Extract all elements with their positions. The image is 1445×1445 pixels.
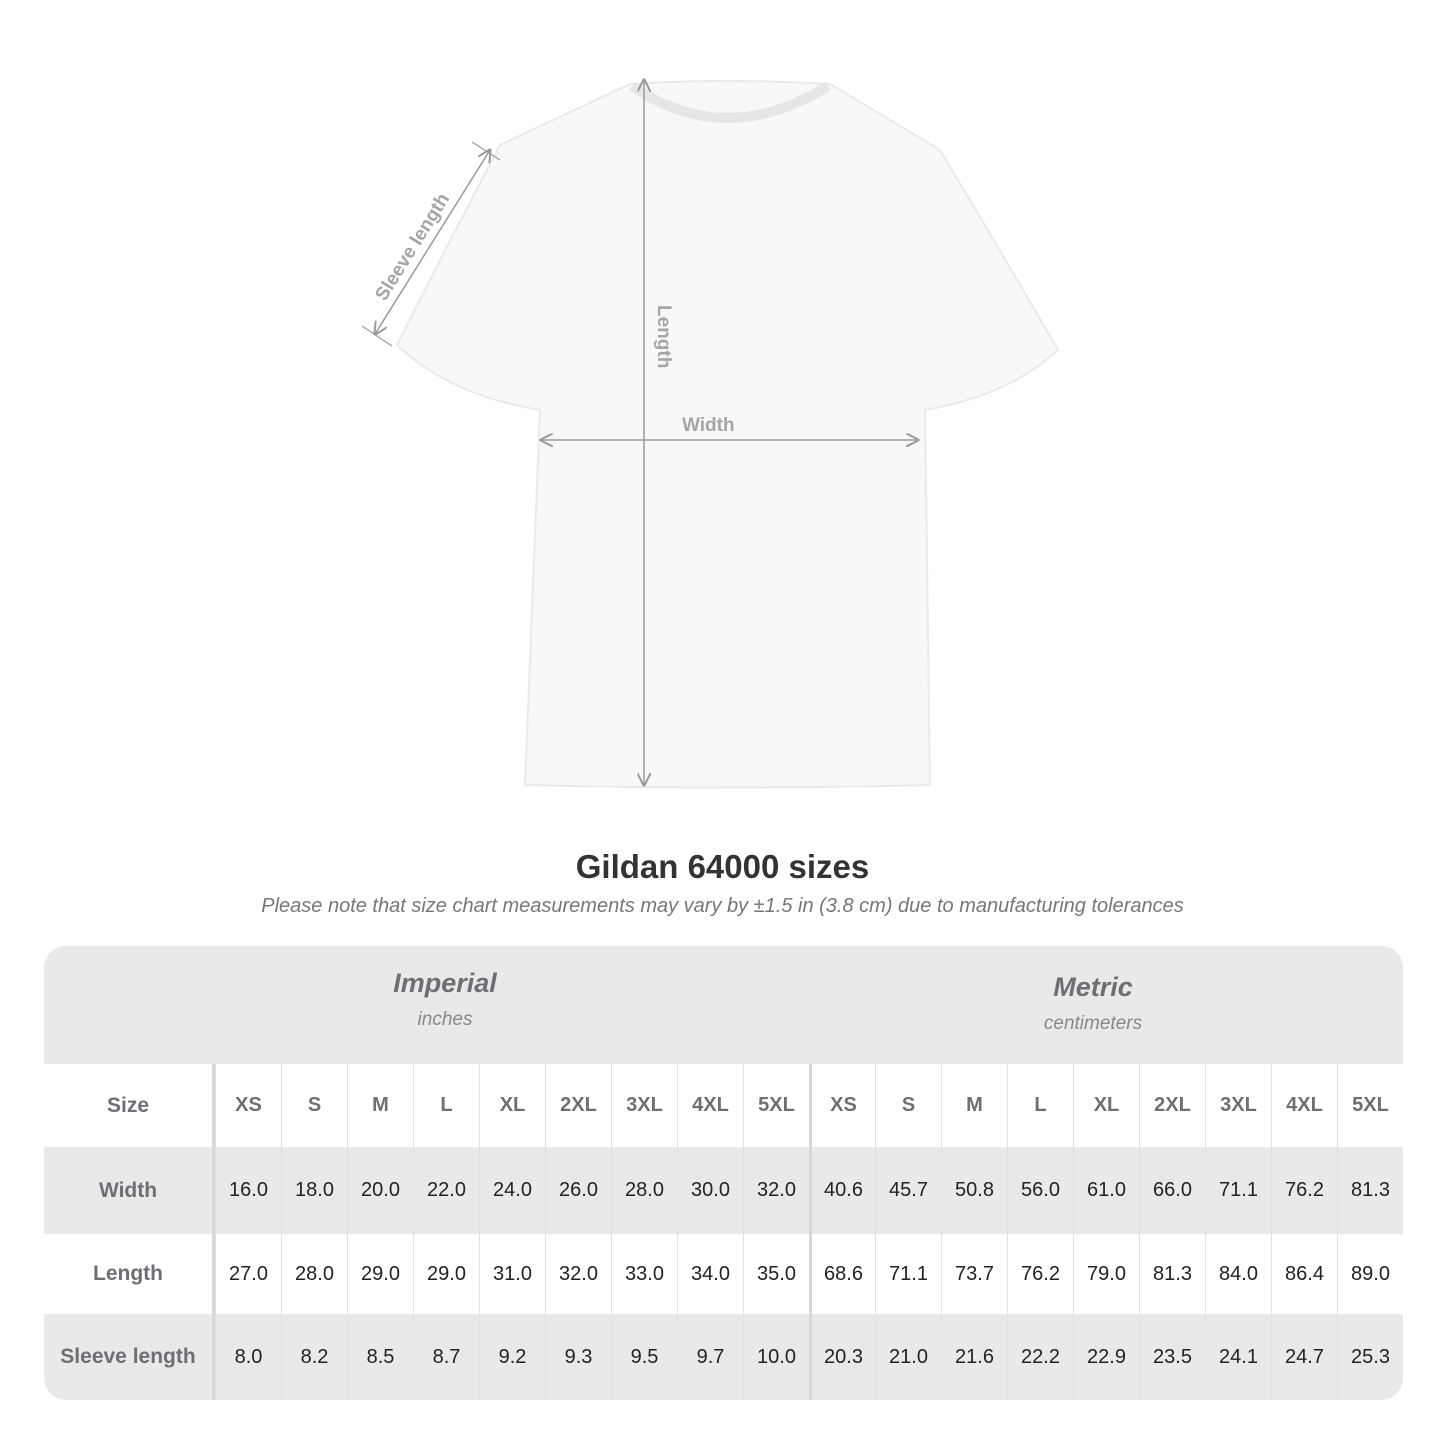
imperial-value: 9.7 <box>677 1314 743 1400</box>
metric-value: 73.7 <box>941 1234 1007 1314</box>
metric-value: 24.7 <box>1271 1314 1337 1400</box>
metric-value: 22.9 <box>1073 1314 1139 1400</box>
imperial-value: 8.5 <box>347 1314 413 1400</box>
size-imperial-header: S <box>281 1064 347 1147</box>
table-row: Length 27.0 28.0 29.0 29.0 31.0 32.0 33.0 34.0 35… <box>44 1234 1403 1314</box>
metric-value: 61.0 <box>1073 1147 1139 1234</box>
size-imperial-header: XS <box>215 1064 281 1147</box>
size-imperial-header: 2XL <box>545 1064 611 1147</box>
table-row: Sleeve length 8.0 8.2 8.5 8.7 9.2 9.3 9.5 9.7 10.… <box>44 1314 1403 1400</box>
imperial-value: 32.0 <box>545 1234 611 1314</box>
metric-value: 84.0 <box>1205 1234 1271 1314</box>
size-imperial-header: M <box>347 1064 413 1147</box>
metric-value: 20.3 <box>809 1314 875 1400</box>
size-imperial-header: XL <box>479 1064 545 1147</box>
imperial-value: 29.0 <box>413 1234 479 1314</box>
size-metric-header: 3XL <box>1205 1064 1271 1147</box>
metric-value: 81.3 <box>1337 1147 1403 1234</box>
metric-value: 40.6 <box>809 1147 875 1234</box>
metric-value: 81.3 <box>1139 1234 1205 1314</box>
sleeve-arrow <box>375 150 490 334</box>
size-metric-header: M <box>941 1064 1007 1147</box>
imperial-value: 28.0 <box>611 1147 677 1234</box>
size-metric-header: XL <box>1073 1064 1139 1147</box>
imperial-value: 9.5 <box>611 1314 677 1400</box>
metric-value: 24.1 <box>1205 1314 1271 1400</box>
row-label: Sleeve length <box>44 1314 215 1400</box>
metric-value: 50.8 <box>941 1147 1007 1234</box>
size-metric-header: XS <box>809 1064 875 1147</box>
metric-value: 25.3 <box>1337 1314 1403 1400</box>
size-label: Size <box>44 1064 215 1147</box>
imperial-value: 20.0 <box>347 1147 413 1234</box>
metric-value: 86.4 <box>1271 1234 1337 1314</box>
size-metric-header: 4XL <box>1271 1064 1337 1147</box>
imperial-header: Imperial inches <box>393 968 497 1030</box>
imperial-value: 8.7 <box>413 1314 479 1400</box>
imperial-value: 35.0 <box>743 1234 809 1314</box>
size-metric-header: L <box>1007 1064 1073 1147</box>
size-imperial-header: 3XL <box>611 1064 677 1147</box>
imperial-value: 24.0 <box>479 1147 545 1234</box>
metric-value: 23.5 <box>1139 1314 1205 1400</box>
imperial-value: 16.0 <box>215 1147 281 1234</box>
size-imperial-header: 5XL <box>743 1064 809 1147</box>
imperial-value: 29.0 <box>347 1234 413 1314</box>
metric-value: 66.0 <box>1139 1147 1205 1234</box>
imperial-value: 8.0 <box>215 1314 281 1400</box>
imperial-value: 28.0 <box>281 1234 347 1314</box>
imperial-value: 8.2 <box>281 1314 347 1400</box>
metric-value: 56.0 <box>1007 1147 1073 1234</box>
size-header-row: Size XS S M L XL 2XL 3XL 4XL 5XL XS S M L XL 2XL 3XL 4XL 5… <box>44 1064 1403 1147</box>
metric-value: 21.6 <box>941 1314 1007 1400</box>
imperial-value: 9.2 <box>479 1314 545 1400</box>
size-imperial-header: 4XL <box>677 1064 743 1147</box>
row-label: Width <box>44 1147 215 1234</box>
imperial-value: 9.3 <box>545 1314 611 1400</box>
size-metric-header: 5XL <box>1337 1064 1403 1147</box>
tshirt-diagram: Sleeve length Length Width <box>361 0 1060 789</box>
table-header-band: Imperial inches Metric centimeters <box>44 946 1403 1064</box>
size-metric-header: S <box>875 1064 941 1147</box>
metric-value: 89.0 <box>1337 1234 1403 1314</box>
metric-value: 71.1 <box>1205 1147 1271 1234</box>
imperial-value: 10.0 <box>743 1314 809 1400</box>
metric-value: 79.0 <box>1073 1234 1139 1314</box>
imperial-value: 34.0 <box>677 1234 743 1314</box>
imperial-value: 22.0 <box>413 1147 479 1234</box>
page-title: Gildan 64000 sizes <box>575 848 870 885</box>
size-table: Imperial inches Metric centimeters Size X… <box>44 946 1403 1400</box>
row-label: Length <box>44 1234 215 1314</box>
imperial-value: 33.0 <box>611 1234 677 1314</box>
metric-value: 76.2 <box>1271 1147 1337 1234</box>
tolerance-note: Please note that size chart measurements… <box>261 895 1184 917</box>
metric-value: 71.1 <box>875 1234 941 1314</box>
width-label: Width <box>682 415 735 436</box>
table-row: Width 16.0 18.0 20.0 22.0 24.0 26.0 28.0 30.0 32.… <box>44 1147 1403 1234</box>
metric-value: 68.6 <box>809 1234 875 1314</box>
length-label: Length <box>653 305 674 368</box>
imperial-value: 30.0 <box>677 1147 743 1234</box>
metric-value: 22.2 <box>1007 1314 1073 1400</box>
imperial-value: 26.0 <box>545 1147 611 1234</box>
imperial-value: 27.0 <box>215 1234 281 1314</box>
size-imperial-header: L <box>413 1064 479 1147</box>
metric-value: 76.2 <box>1007 1234 1073 1314</box>
metric-header: Metric centimeters <box>1043 972 1143 1034</box>
metric-value: 45.7 <box>875 1147 941 1234</box>
imperial-value: 32.0 <box>743 1147 809 1234</box>
imperial-value: 31.0 <box>479 1234 545 1314</box>
metric-value: 21.0 <box>875 1314 941 1400</box>
size-metric-header: 2XL <box>1139 1064 1205 1147</box>
imperial-value: 18.0 <box>281 1147 347 1234</box>
